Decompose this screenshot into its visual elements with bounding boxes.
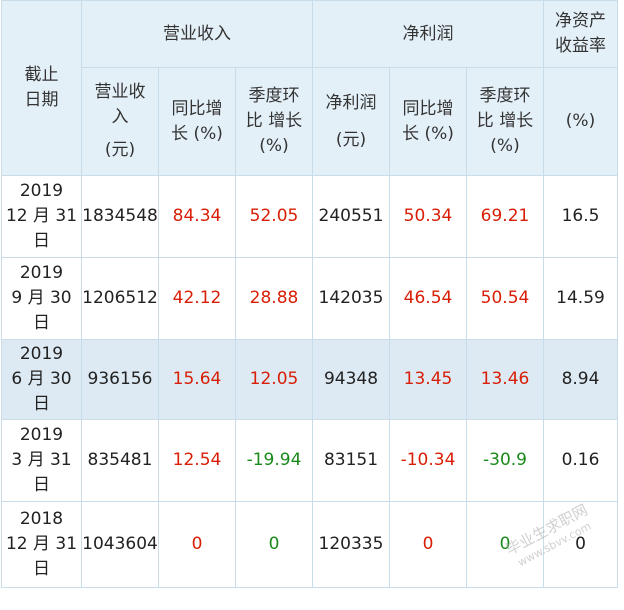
header-revenue-amount-l3: (元) (104, 140, 136, 160)
date-monthday: 12 月 31 (5, 206, 78, 226)
date-monthday: 3 月 31 (11, 450, 72, 470)
table-row: 2018 12 月 31 日 1043604 0 0 120335 0 0 0 (1, 501, 619, 588)
header-profit-amount-l1: 净利润 (325, 92, 377, 113)
date-year: 2019 (19, 425, 64, 445)
cell-profit: 142035 (312, 257, 390, 340)
financial-table: 截止 日期 营业收入 净利润 净资产 收益率 营业收 入 (元) 同比增 长 (… (1, 0, 619, 588)
cell-date: 2018 12 月 31 日 (1, 501, 82, 588)
cell-date: 2019 9 月 30 日 (1, 257, 82, 340)
cell-profit-qoq: 13.46 (465, 339, 545, 420)
header-revenue-amount: 营业收 入 (元) (81, 67, 159, 176)
header-revenue-yoy-l2: 长 (%) (171, 123, 223, 144)
header-profit-group: 净利润 (311, 0, 545, 68)
cell-revenue: 936156 (81, 339, 159, 420)
header-profit-yoy-l2: 长 (%) (402, 123, 454, 144)
cell-profit-qoq: -30.9 (465, 419, 545, 502)
header-date: 截止 日期 (1, 0, 82, 176)
header-roe-unit-text: (%) (565, 111, 596, 131)
header-revenue-amount-l2: 入 (111, 107, 129, 127)
cell-revenue: 835481 (81, 419, 159, 502)
cell-roe: 8.94 (543, 339, 619, 420)
cell-profit-yoy: -10.34 (389, 419, 467, 502)
cell-revenue-qoq: 52.05 (235, 175, 313, 258)
header-revenue-qoq: 季度环 比 增长 (%) (235, 67, 313, 176)
header-profit-qoq-l2: 比 增长 (476, 111, 534, 131)
cell-revenue-yoy: 15.64 (158, 339, 236, 420)
date-day-suffix: 日 (33, 394, 50, 414)
header-revenue-yoy-l1: 同比增 (171, 98, 223, 119)
date-day-suffix: 日 (33, 475, 50, 495)
cell-revenue-yoy: 42.12 (158, 257, 236, 340)
header-revenue-qoq-l2: 比 增长 (245, 111, 303, 131)
date-day-suffix: 日 (33, 231, 50, 251)
cell-profit-qoq: 69.21 (465, 175, 545, 258)
cell-roe: 16.5 (543, 175, 619, 258)
header-profit-qoq-l1: 季度环 (479, 86, 531, 106)
table-row: 2019 12 月 31 日 1834548 84.34 52.05 24055… (1, 175, 619, 258)
date-monthday: 6 月 30 (11, 369, 72, 389)
cell-revenue-qoq: 0 (235, 501, 313, 588)
header-roe-unit: (%) (543, 67, 619, 176)
header-roe: 净资产 收益率 (543, 0, 619, 68)
cell-date: 2019 3 月 31 日 (1, 419, 82, 502)
header-revenue-group: 营业收入 (81, 0, 313, 68)
cell-date: 2019 6 月 30 日 (1, 339, 82, 420)
cell-revenue: 1834548 (81, 175, 159, 258)
cell-profit: 240551 (312, 175, 390, 258)
date-day-suffix: 日 (33, 313, 50, 333)
cell-profit: 120335 (312, 501, 390, 588)
cell-revenue: 1043604 (81, 501, 159, 588)
cell-revenue-yoy: 12.54 (158, 419, 236, 502)
cell-revenue-qoq: 12.05 (235, 339, 313, 420)
header-revenue-amount-l1: 营业收 (94, 82, 146, 102)
date-day-suffix: 日 (33, 559, 50, 579)
header-profit-amount: 净利润 (元) (312, 67, 390, 176)
date-monthday: 12 月 31 (5, 534, 78, 554)
cell-profit: 83151 (312, 419, 390, 502)
date-year: 2018 (19, 509, 64, 529)
date-year: 2019 (19, 263, 64, 283)
header-row-top: 截止 日期 营业收入 净利润 净资产 收益率 (1, 0, 619, 176)
header-profit-qoq: 季度环 比 增长 (%) (465, 67, 545, 176)
cell-date: 2019 12 月 31 日 (1, 175, 82, 258)
date-year: 2019 (19, 181, 64, 201)
header-profit-yoy-l1: 同比增 (402, 98, 454, 119)
header-revenue-qoq-l3: (%) (259, 136, 289, 156)
cell-roe: 14.59 (543, 257, 619, 340)
cell-profit-yoy: 46.54 (389, 257, 467, 340)
table-row-highlighted: 2019 6 月 30 日 936156 15.64 12.05 94348 1… (1, 339, 619, 420)
cell-revenue-qoq: -19.94 (235, 419, 313, 502)
header-profit-amount-l2: (元) (335, 129, 367, 150)
cell-profit-yoy: 50.34 (389, 175, 467, 258)
header-row-sub: 营业收 入 (元) 同比增 长 (%) 季度环 比 增长 (%) 净利润 (元)… (2, 67, 619, 176)
date-year: 2019 (19, 344, 64, 364)
cell-revenue: 1206512 (81, 257, 159, 340)
header-profit-qoq-l3: (%) (490, 136, 520, 156)
date-monthday: 9 月 30 (11, 288, 72, 308)
header-revenue-qoq-l1: 季度环 (248, 86, 300, 106)
cell-profit-yoy: 0 (389, 501, 467, 588)
header-date-line2: 日期 (24, 90, 59, 110)
header-profit-yoy: 同比增 长 (%) (389, 67, 467, 176)
cell-revenue-yoy: 0 (158, 501, 236, 588)
cell-profit-qoq: 0 (465, 501, 545, 588)
cell-profit-yoy: 13.45 (389, 339, 467, 420)
table-row: 2019 9 月 30 日 1206512 42.12 28.88 142035… (1, 257, 619, 340)
header-roe-line2: 收益率 (555, 36, 607, 56)
cell-roe: 0.16 (543, 419, 619, 502)
cell-profit-qoq: 50.54 (465, 257, 545, 340)
header-date-line1: 截止 (24, 65, 59, 85)
header-roe-line1: 净资产 (555, 11, 607, 31)
table-row: 2019 3 月 31 日 835481 12.54 -19.94 83151 … (1, 419, 619, 502)
cell-revenue-qoq: 28.88 (235, 257, 313, 340)
cell-profit: 94348 (312, 339, 390, 420)
header-revenue-yoy: 同比增 长 (%) (158, 67, 236, 176)
cell-revenue-yoy: 84.34 (158, 175, 236, 258)
cell-roe: 0 (543, 501, 619, 588)
